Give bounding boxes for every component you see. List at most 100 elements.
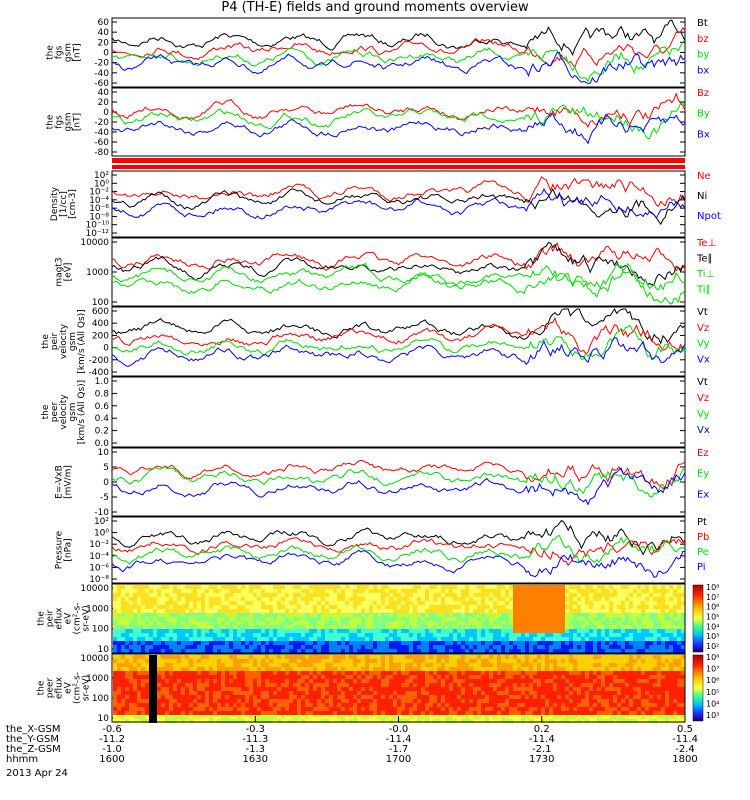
heatmap-cell bbox=[469, 637, 473, 641]
heatmap-cell bbox=[557, 609, 561, 613]
heatmap-cell bbox=[125, 715, 129, 719]
heatmap-cell bbox=[325, 629, 329, 633]
heatmap-cell bbox=[537, 719, 541, 723]
heatmap-cell bbox=[621, 601, 625, 605]
heatmap-cell bbox=[169, 645, 173, 649]
heatmap-cell bbox=[501, 659, 505, 663]
heatmap-cell bbox=[245, 691, 249, 695]
heatmap-cell bbox=[269, 649, 273, 653]
heatmap-cell bbox=[117, 641, 121, 645]
heatmap-cell bbox=[157, 633, 161, 637]
heatmap-cell bbox=[293, 679, 297, 683]
heatmap-cell bbox=[413, 633, 417, 637]
heatmap-cell bbox=[453, 609, 457, 613]
heatmap-cell bbox=[661, 649, 665, 653]
heatmap-cell bbox=[337, 659, 341, 663]
heatmap-cell bbox=[453, 625, 457, 629]
heatmap-cell bbox=[129, 707, 133, 711]
heatmap-cell bbox=[269, 719, 273, 723]
heatmap-cell bbox=[361, 613, 365, 617]
heatmap-cell bbox=[437, 699, 441, 703]
heatmap-cell bbox=[549, 645, 553, 649]
heatmap-cell bbox=[181, 699, 185, 703]
heatmap-cell bbox=[393, 707, 397, 711]
heatmap-cell bbox=[625, 667, 629, 671]
heatmap-cell bbox=[505, 625, 509, 629]
heatmap-cell bbox=[449, 617, 453, 621]
heatmap-cell bbox=[241, 625, 245, 629]
heatmap-cell bbox=[585, 605, 589, 609]
heatmap-cell bbox=[453, 667, 457, 671]
heatmap-cell bbox=[501, 613, 505, 617]
heatmap-cell bbox=[401, 699, 405, 703]
heatmap-cell bbox=[505, 667, 509, 671]
heatmap-cell bbox=[121, 589, 125, 593]
heatmap-cell bbox=[489, 675, 493, 679]
heatmap-cell bbox=[161, 649, 165, 653]
heatmap-cell bbox=[537, 711, 541, 715]
heatmap-cell bbox=[609, 589, 613, 593]
heatmap-cell bbox=[637, 675, 641, 679]
heatmap-cell bbox=[249, 617, 253, 621]
heatmap-cell bbox=[577, 667, 581, 671]
heatmap-cell bbox=[213, 601, 217, 605]
heatmap-cell bbox=[537, 671, 541, 675]
y-tick-label: -60 bbox=[94, 79, 109, 89]
heatmap-cell bbox=[349, 695, 353, 699]
heatmap-cell bbox=[373, 621, 377, 625]
heatmap-cell bbox=[337, 683, 341, 687]
legend-Vt: Vt bbox=[697, 307, 708, 318]
heatmap-cell bbox=[209, 659, 213, 663]
heatmap-cell bbox=[501, 625, 505, 629]
heatmap-cell bbox=[569, 715, 573, 719]
heatmap-cell bbox=[257, 617, 261, 621]
heatmap-cell bbox=[369, 663, 373, 667]
heatmap-cell bbox=[601, 703, 605, 707]
heatmap-cell bbox=[241, 687, 245, 691]
heatmap-cell bbox=[117, 703, 121, 707]
heatmap-cell bbox=[345, 687, 349, 691]
heatmap-cell bbox=[613, 655, 617, 659]
heatmap-cell bbox=[181, 589, 185, 593]
heatmap-cell bbox=[501, 621, 505, 625]
heatmap-cell bbox=[117, 691, 121, 695]
heatmap-cell bbox=[317, 641, 321, 645]
heatmap-cell bbox=[273, 593, 277, 597]
heatmap-cell bbox=[561, 687, 565, 691]
heatmap-cell bbox=[613, 613, 617, 617]
heatmap-cell bbox=[525, 645, 529, 649]
heatmap-cell bbox=[329, 699, 333, 703]
heatmap-cell bbox=[605, 613, 609, 617]
heatmap-cell bbox=[153, 649, 157, 653]
heatmap-cell bbox=[545, 613, 549, 617]
heatmap-cell bbox=[541, 649, 545, 653]
heatmap-cell bbox=[121, 605, 125, 609]
heatmap-cell bbox=[273, 645, 277, 649]
heatmap-cell bbox=[173, 699, 177, 703]
heatmap-cell bbox=[393, 655, 397, 659]
heatmap-cell bbox=[357, 597, 361, 601]
heatmap-cell bbox=[533, 667, 537, 671]
heatmap-cell bbox=[637, 593, 641, 597]
heatmap-cell bbox=[581, 593, 585, 597]
heatmap-cell bbox=[641, 593, 645, 597]
heatmap-cell bbox=[209, 633, 213, 637]
heatmap-cell bbox=[357, 671, 361, 675]
heatmap-cell bbox=[653, 649, 657, 653]
heatmap-cell bbox=[401, 707, 405, 711]
heatmap-cell bbox=[245, 703, 249, 707]
heatmap-cell bbox=[325, 671, 329, 675]
heatmap-cell bbox=[449, 711, 453, 715]
heatmap-cell bbox=[269, 671, 273, 675]
heatmap-cell bbox=[289, 645, 293, 649]
heatmap-cell bbox=[553, 691, 557, 695]
heatmap-cell bbox=[309, 707, 313, 711]
heatmap-cell bbox=[385, 625, 389, 629]
heatmap-cell bbox=[149, 633, 153, 637]
heatmap-cell bbox=[185, 663, 189, 667]
heatmap-cell bbox=[573, 655, 577, 659]
heatmap-cell bbox=[213, 659, 217, 663]
heatmap-cell bbox=[117, 637, 121, 641]
heatmap-cell bbox=[129, 585, 133, 589]
